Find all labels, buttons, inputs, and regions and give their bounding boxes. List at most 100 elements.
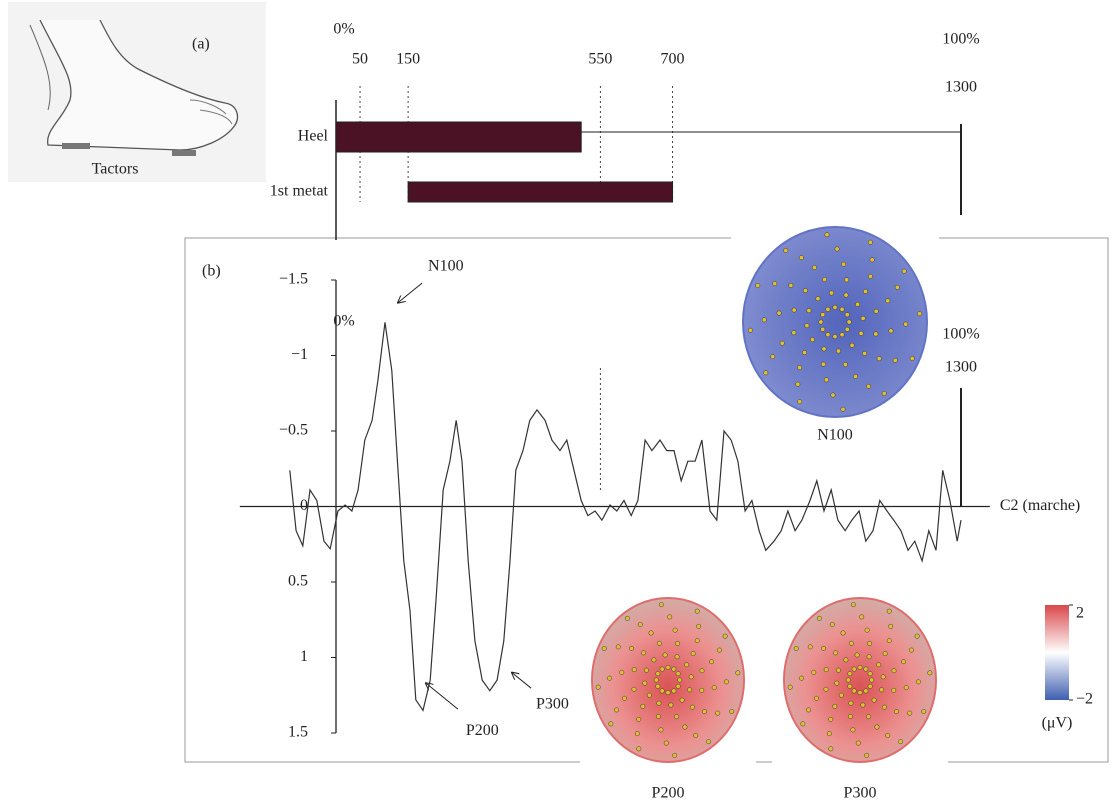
electrode <box>684 662 690 668</box>
electrode <box>641 650 647 656</box>
electrode <box>844 312 850 318</box>
electrode <box>860 315 866 321</box>
electrode <box>763 370 769 376</box>
electrode <box>901 268 907 274</box>
topomap <box>591 597 745 763</box>
annotation-label: N100 <box>428 257 464 274</box>
electrode <box>608 721 614 727</box>
electrode <box>854 652 860 658</box>
electrode <box>636 716 642 722</box>
electrode <box>799 675 805 681</box>
electrode <box>671 666 677 672</box>
electrode <box>853 374 858 379</box>
electrode <box>688 674 694 680</box>
tactor <box>62 143 90 149</box>
electrode <box>675 683 681 689</box>
electrode <box>702 709 707 715</box>
electrode <box>644 667 649 673</box>
electrode <box>859 614 865 620</box>
electrode <box>656 640 662 646</box>
electrode <box>914 633 920 639</box>
electrode <box>820 361 826 367</box>
electrode <box>629 645 634 651</box>
electrode <box>813 695 819 701</box>
electrode <box>607 675 613 681</box>
x-tick-label: 1300 <box>945 79 977 96</box>
electrode <box>898 739 904 745</box>
electrode <box>820 326 826 332</box>
foot-outline <box>39 19 239 151</box>
electrode <box>682 724 688 730</box>
electrode <box>894 709 899 715</box>
electrode <box>636 746 642 752</box>
bar <box>335 121 582 153</box>
electrode <box>791 330 797 336</box>
electrode <box>829 622 835 627</box>
electrode <box>909 647 914 653</box>
annotation-label: P300 <box>536 695 569 712</box>
electrode <box>631 667 637 673</box>
electrode <box>901 659 907 665</box>
electrode <box>855 301 861 307</box>
electrode <box>811 669 817 675</box>
electrode <box>869 257 875 263</box>
electrode <box>862 351 868 356</box>
electrode <box>834 680 840 686</box>
electrode <box>876 662 882 668</box>
electrode <box>851 688 857 694</box>
overlay-start-label: 0% <box>333 313 354 330</box>
electrode <box>821 346 827 352</box>
electrode <box>882 651 888 657</box>
topomap <box>783 597 937 763</box>
y-tick-label: 1.5 <box>288 724 308 741</box>
electrode <box>679 697 685 703</box>
topomap <box>742 226 928 418</box>
electrode <box>841 261 847 267</box>
electrode <box>874 724 880 730</box>
electrode <box>888 623 894 629</box>
electrode <box>791 307 797 313</box>
electrode <box>655 671 661 677</box>
electrode <box>881 704 887 710</box>
colorbar-tick-label: −2 <box>1076 691 1093 708</box>
electrode <box>646 692 652 698</box>
electrode <box>772 281 778 287</box>
electrode <box>723 679 729 685</box>
electrode <box>690 651 696 657</box>
scale-end-label: 100% <box>942 31 979 48</box>
electrode <box>857 664 863 670</box>
electrode <box>806 308 812 314</box>
electrode <box>866 383 872 389</box>
electrode <box>860 702 866 708</box>
electrode <box>927 670 933 676</box>
y-tick-label: −1.5 <box>279 271 308 288</box>
electrode <box>820 312 826 318</box>
y-tick-label: 1 <box>300 648 308 665</box>
panel-label: (b) <box>202 263 221 280</box>
electrode <box>917 311 922 317</box>
electrode <box>761 317 767 323</box>
electrode <box>871 697 877 703</box>
electrode <box>694 638 700 644</box>
foot-outline <box>29 24 51 111</box>
electrode <box>839 306 845 312</box>
y-tick-label: 0 <box>300 497 308 514</box>
electrode <box>722 633 728 639</box>
electrode <box>858 330 864 336</box>
electrode <box>798 255 804 261</box>
electrode <box>879 687 884 693</box>
electrode <box>665 690 671 696</box>
electrode <box>888 328 894 334</box>
electrode <box>850 602 856 608</box>
electrode <box>863 289 868 294</box>
waveform <box>289 322 962 712</box>
electrode <box>662 652 668 658</box>
overlay-end-label: 100% <box>942 326 979 343</box>
electrode <box>615 644 621 650</box>
electrode <box>667 614 673 620</box>
electrode <box>848 700 854 706</box>
electrode <box>735 670 741 676</box>
electrode <box>830 392 836 398</box>
